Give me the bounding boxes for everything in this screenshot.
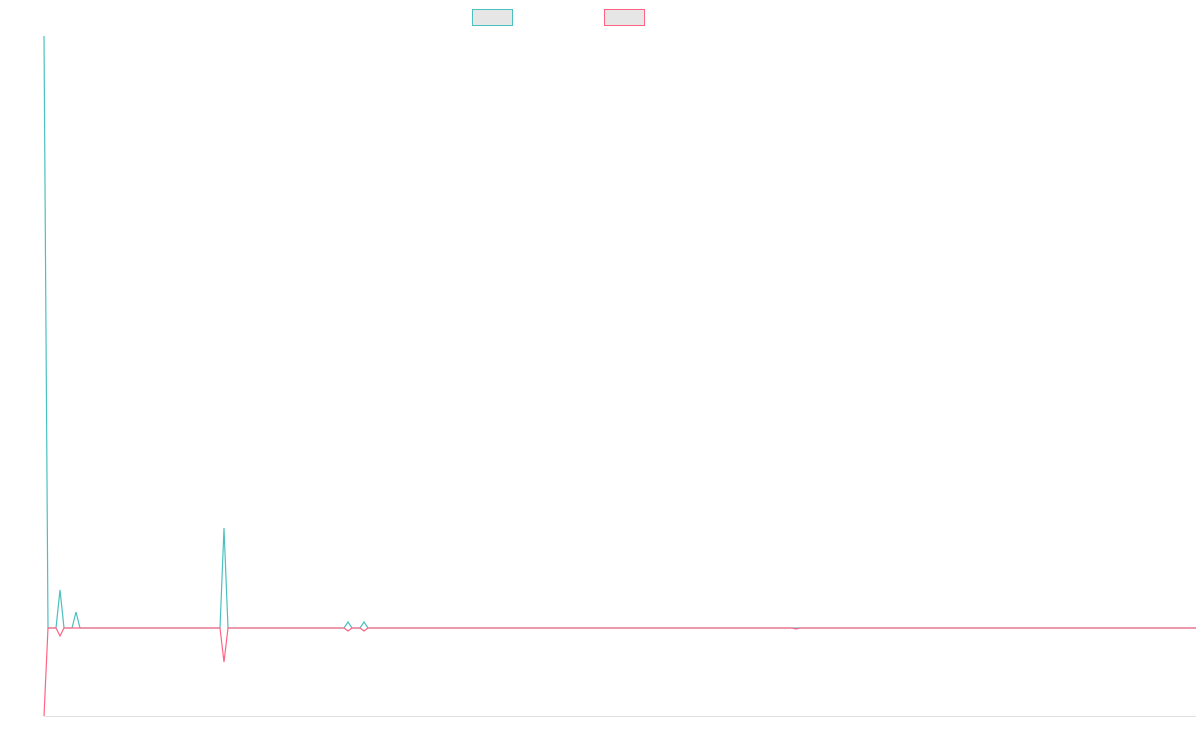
series-line	[43, 35, 1196, 629]
legend-swatch[interactable]	[604, 9, 645, 26]
legend-swatch[interactable]	[472, 9, 513, 26]
series-line	[43, 627, 1196, 717]
